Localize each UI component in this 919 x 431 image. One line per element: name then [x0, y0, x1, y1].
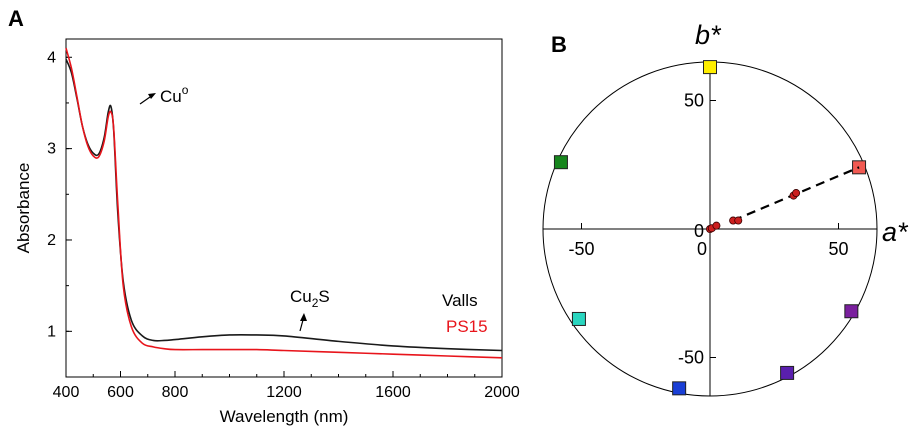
a-ticks: -50 0 50: [568, 223, 849, 259]
a-tick-label: 0: [697, 239, 707, 259]
y-ticks: 1 2 3 4: [47, 49, 72, 378]
color-marker: [672, 381, 687, 396]
b-tick-label: -50: [678, 348, 704, 368]
series-line-valls: [65, 58, 503, 352]
x-tick-label: 2000: [484, 384, 520, 401]
y-axis-title: Absorbance: [14, 163, 33, 254]
data-point: [792, 189, 801, 198]
x-tick-label: 800: [162, 384, 189, 401]
annotation-cu2s-text: Cu2S: [290, 287, 330, 310]
absorbance-chart: 400 600 800 1200 1600 2000 1 2 3 4 Wavelength (n…: [14, 38, 520, 426]
panel-b-letter: B: [551, 32, 567, 57]
annotation-cu2s: Cu2S: [290, 287, 330, 332]
x-axis-title: Wavelength (nm): [220, 407, 349, 426]
series-lines: [65, 47, 503, 359]
x-ticks: 400 600 800 1200 1600 2000: [53, 371, 520, 401]
color-space-chart: -50 0 50 50 0 -50 b* a*: [542, 20, 909, 397]
y-tick-label: 3: [47, 141, 56, 158]
color-marker: [780, 365, 795, 380]
color-marker: [703, 60, 717, 75]
x-tick-label: 1600: [375, 384, 411, 401]
data-points: [706, 189, 801, 233]
color-markers: [553, 60, 867, 396]
x-tick-label: 400: [53, 384, 80, 401]
annotation-cu-text: Cuo: [160, 83, 189, 106]
data-point: [712, 221, 721, 230]
panel-a-letter: A: [8, 6, 24, 31]
color-marker: [553, 155, 568, 170]
series-line-ps15: [65, 47, 503, 359]
y-tick-label: 1: [47, 323, 56, 340]
a-tick-label: -50: [568, 239, 594, 259]
b-tick-label: 0: [694, 221, 704, 241]
b-star-label: b*: [695, 20, 722, 50]
annotation-cu-metal: Cuo: [139, 83, 189, 106]
b-tick-label: 50: [684, 91, 704, 111]
y-tick-label: 4: [47, 49, 56, 66]
data-point: [734, 216, 743, 225]
legend-valls: Valls: [442, 291, 478, 310]
legend-ps15: PS15: [446, 317, 488, 336]
color-marker: [571, 311, 586, 326]
a-tick-label: 50: [828, 239, 848, 259]
color-marker: [844, 304, 859, 319]
x-tick-label: 600: [107, 384, 134, 401]
a-star-label: a*: [882, 217, 909, 247]
x-tick-label: 1200: [266, 384, 302, 401]
y-tick-label: 2: [47, 232, 56, 249]
